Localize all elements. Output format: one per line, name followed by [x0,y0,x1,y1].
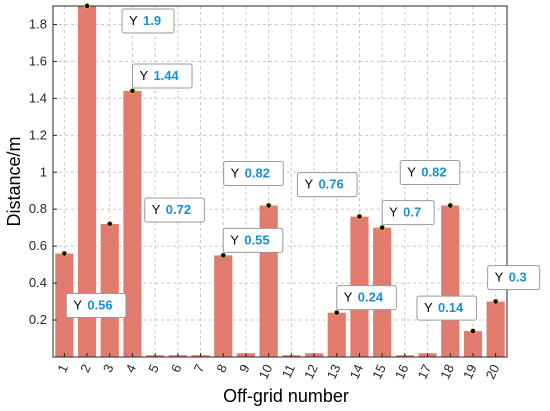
datatip-box [399,160,461,186]
y-tick-label: 1.4 [29,90,47,105]
axes-box [52,5,508,358]
datatip-y-label: Y [495,270,504,285]
datatip-20[interactable]: Y 0.3 [487,265,541,305]
datatip-15[interactable]: Y 0.7 [379,200,435,231]
datatip-marker [129,87,136,94]
datatip-value: 1.44 [153,68,179,83]
datatip-y-label: Y [73,298,82,313]
x-tick-label: 18 [437,362,457,381]
y-tick-label: 0.4 [29,275,47,290]
datatip-marker [106,220,113,227]
datatip-value: 0.14 [438,300,464,315]
datatip-marker [333,309,340,316]
datatip-value: 0.55 [244,232,269,247]
datatip-14[interactable]: Y 0.76 [296,172,363,220]
x-tick-label: 19 [460,362,480,381]
datatip-box [223,161,284,187]
datatip-1[interactable]: Y 0.56 [61,250,127,319]
datatip-8[interactable]: Y 0.55 [220,227,284,259]
datatip-box [222,227,284,253]
datatip-y-label: Y [129,13,138,28]
datatip-2[interactable]: Y 1.9 [84,3,175,34]
y-tick-label: 1.6 [29,53,47,68]
datatip-value: 0.7 [403,205,421,220]
y-tick-label: 1.8 [29,16,47,31]
datatip-y-label: Y [389,205,398,220]
datatip-box [487,265,541,291]
datatip-y-label: Y [230,232,239,247]
datatip-18[interactable]: Y 0.82 [399,160,461,209]
datatip-marker [220,252,227,259]
x-tick-label: 17 [415,362,435,381]
datatip-y-label: Y [424,300,433,315]
datatip-y-label: Y [407,165,416,180]
bar-4 [123,90,142,358]
datatip-19[interactable]: Y 0.14 [416,295,478,335]
datatip-box [416,295,478,321]
datatip-box [381,200,435,226]
x-tick-label: 11 [279,362,298,381]
datatip-box [144,197,205,223]
bar-13 [327,312,346,357]
x-tick-label: 14 [346,362,366,381]
datatip-y-label: Y [344,290,353,305]
datatip-box [336,285,397,311]
datatip-marker [84,3,91,9]
datatip-box [65,293,127,319]
y-axis-label: Distance/m [4,136,24,226]
datatips-group: Y 0.56Y 1.9Y 0.72Y 1.44Y 0.55Y 0.82Y 0.24Y 0.76Y… [61,3,541,335]
datatip-13[interactable]: Y 0.24 [333,285,397,316]
datatip-value: 0.76 [318,177,343,192]
datatip-marker [356,213,363,220]
bar-20 [486,301,505,357]
datatip-value: 1.9 [143,13,161,28]
bar-8 [214,255,233,357]
datatip-value: 0.72 [166,202,191,217]
datatip-y-label: Y [152,202,161,217]
datatip-y-label: Y [304,177,313,192]
datatip-value: 0.3 [509,270,527,285]
y-tick-label: 1.2 [29,127,47,142]
datatip-3[interactable]: Y 0.72 [106,197,205,227]
y-tick-label: 0.8 [29,201,47,216]
x-tick-label: 12 [301,362,321,381]
bar-3 [100,223,119,357]
datatip-y-label: Y [231,166,240,181]
datatip-10[interactable]: Y 0.82 [223,161,284,209]
x-axis-label: Off-grid number [223,386,349,406]
datatip-value: 0.24 [358,290,384,305]
datatip-box [121,8,175,34]
datatip-y-label: Y [139,68,148,83]
y-tick-label: 1 [40,164,47,179]
datatip-value: 0.82 [245,166,270,181]
datatip-value: 0.82 [421,165,446,180]
datatip-marker [492,298,499,305]
datatip-marker [61,250,68,257]
bar-18 [441,205,460,357]
datatip-value: 0.56 [87,298,112,313]
bar-2 [77,6,97,357]
x-tick-label: 16 [392,362,412,381]
datatip-marker [469,328,476,335]
x-tick-label: 15 [369,362,389,381]
x-tick-label: 10 [256,362,276,381]
datatip-box [296,172,358,198]
bar-19 [463,331,483,357]
y-tick-label: 0.2 [29,312,47,327]
datatip-marker [379,224,386,231]
bar-1 [55,253,74,357]
y-tick-label: 0.6 [29,238,47,253]
y-tick-labels: 0.2 0.4 0.6 0.8 1 1.2 1.4 1.6 1.8 [29,16,57,327]
datatip-4[interactable]: Y 1.44 [129,63,193,94]
x-tick-label: 13 [324,362,344,381]
datatip-marker [265,202,272,209]
x-tick-label: 20 [483,362,503,381]
datatip-marker [447,202,454,209]
datatip-box [131,63,193,89]
